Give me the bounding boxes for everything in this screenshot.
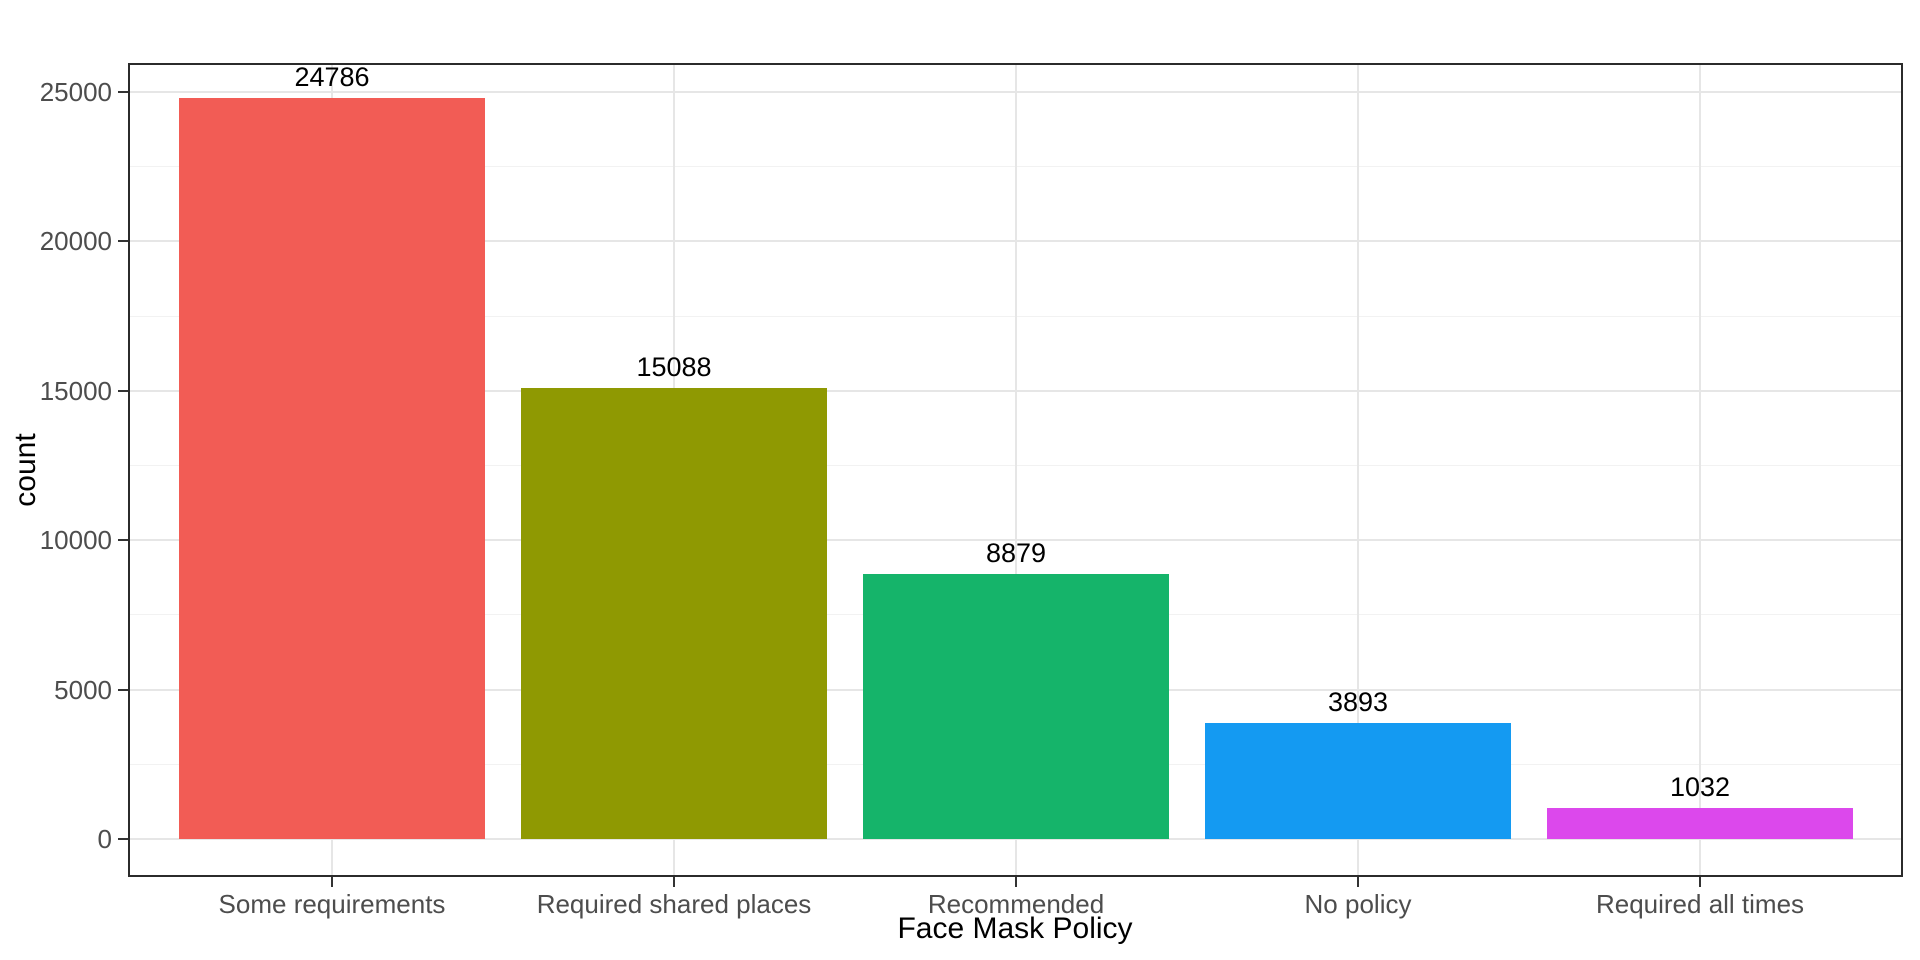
x-axis-tick — [1699, 877, 1701, 887]
x-axis-tick — [331, 877, 333, 887]
x-axis-title: Face Mask Policy — [897, 912, 1133, 945]
x-axis-tick — [1357, 877, 1359, 887]
bar-recommended — [863, 573, 1169, 839]
gridline-major-vertical — [1699, 63, 1701, 877]
bar-required-shared-places — [521, 388, 827, 839]
y-axis-tick — [118, 389, 128, 392]
x-axis-tick-label: Some requirements — [218, 889, 446, 919]
bar-value-label: 3893 — [1327, 686, 1389, 717]
bar-some-requirements — [179, 98, 485, 839]
bar-value-label: 24786 — [294, 62, 370, 93]
y-axis-tick-label: 25000 — [39, 77, 112, 107]
x-axis-tick-label: Recommended — [927, 889, 1105, 919]
y-axis-tick — [118, 240, 128, 243]
x-axis-tick-label: No policy — [1304, 889, 1412, 919]
y-axis-title: count — [9, 433, 42, 507]
plot-panel: 24786 15088 8879 3893 1032 — [128, 62, 1903, 877]
y-axis-tick — [118, 539, 128, 542]
y-axis-tick-label: 10000 — [39, 525, 112, 556]
bar-required-all-times — [1547, 808, 1853, 839]
x-axis-tick — [673, 877, 675, 887]
x-axis-tick-label: Required all times — [1595, 889, 1805, 919]
y-axis-tick-label: 5000 — [54, 674, 112, 705]
bar-value-label: 8879 — [985, 537, 1047, 568]
gridline-major-vertical — [1357, 63, 1359, 877]
gridline-major-vertical — [1015, 63, 1017, 877]
y-axis-tick — [118, 688, 128, 691]
y-axis-tick — [118, 838, 128, 840]
bar-value-label: 1032 — [1669, 772, 1731, 803]
y-axis-tick-label: 20000 — [39, 226, 112, 257]
bar-no-policy — [1205, 722, 1511, 839]
bar-value-label: 15088 — [636, 352, 712, 383]
x-axis-tick-label: Required shared places — [536, 889, 812, 919]
y-axis-tick-label: 0 — [97, 824, 112, 854]
y-axis-tick-label: 15000 — [39, 375, 112, 406]
y-axis-tick — [118, 91, 128, 93]
x-axis-tick — [1015, 877, 1017, 887]
